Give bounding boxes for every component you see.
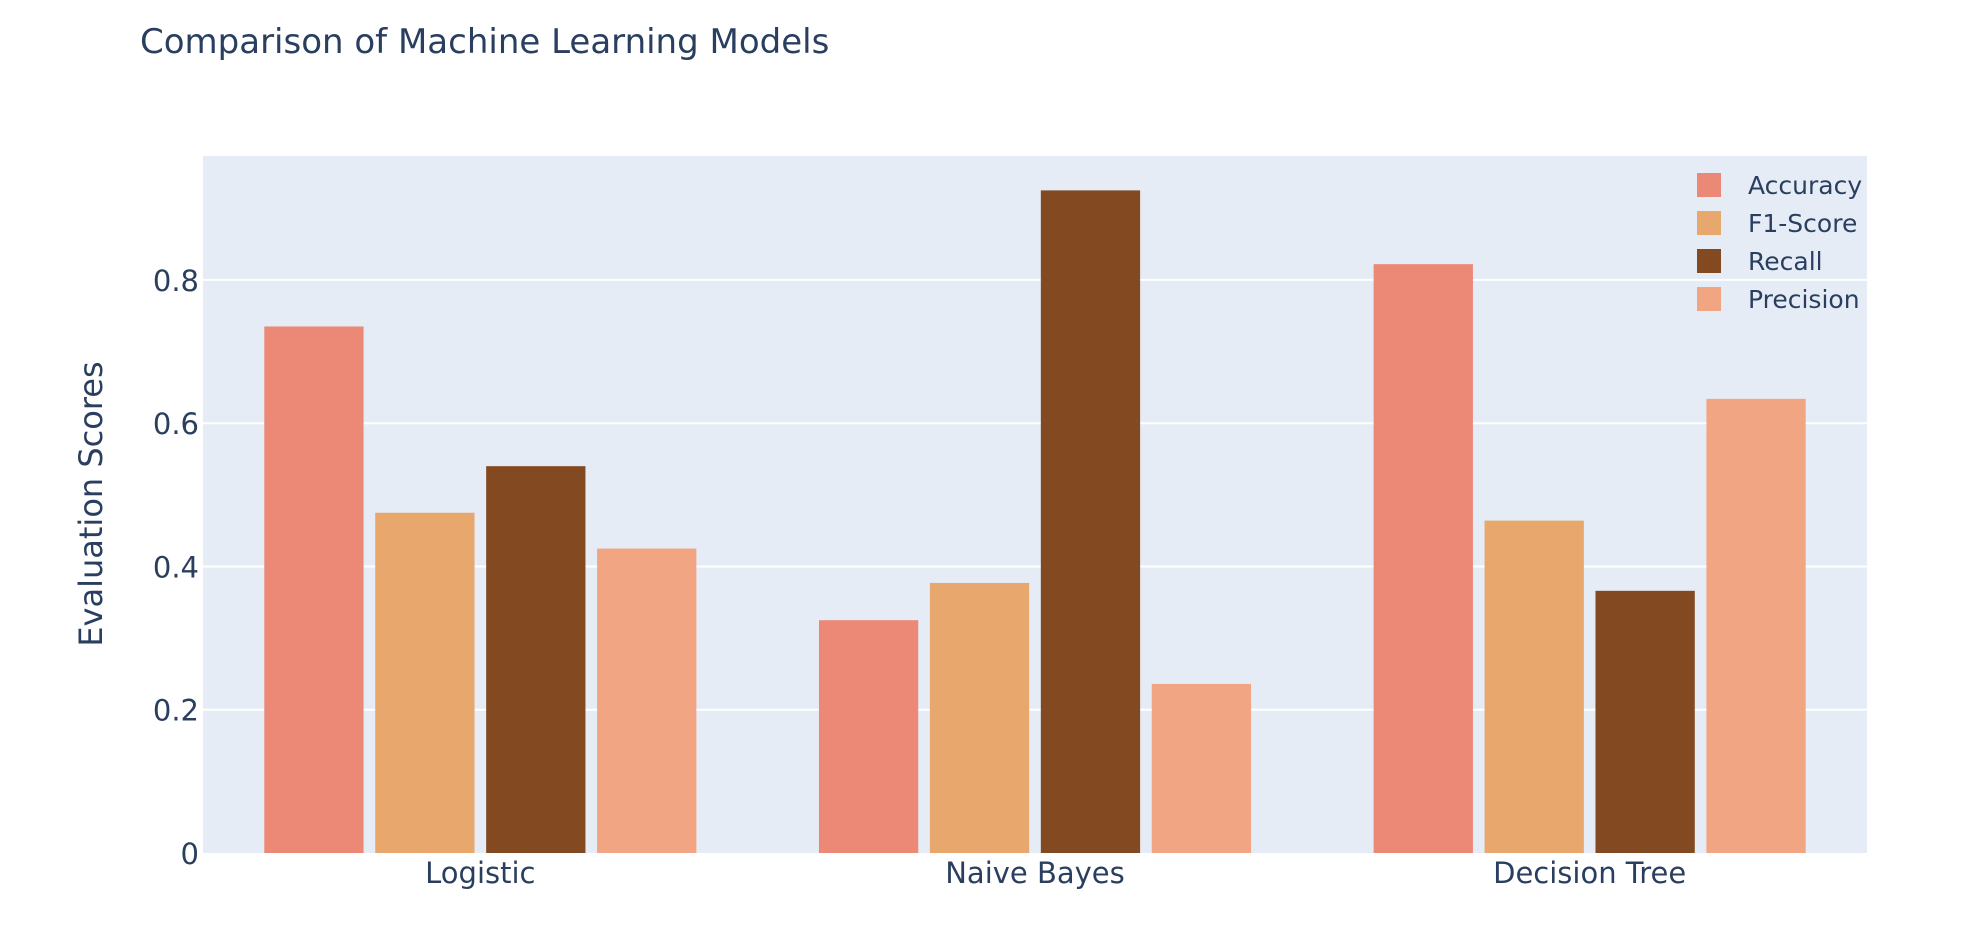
legend-label: F1-Score	[1748, 209, 1857, 238]
y-tick-label: 0.4	[153, 550, 199, 584]
y-tick-label: 0.8	[153, 264, 199, 298]
legend-swatch	[1697, 211, 1721, 235]
y-axis-label: Evaluation Scores	[72, 361, 110, 646]
legend-item[interactable]: Precision	[1697, 285, 1860, 314]
bar-f1-score-0[interactable]	[375, 512, 475, 853]
plot-area	[203, 156, 1867, 853]
x-axis-ticks: Logistic Naive Bayes Decision Tree	[425, 856, 1686, 890]
chart-title: Comparison of Machine Learning Models	[140, 22, 830, 62]
bar-accuracy-1[interactable]	[818, 620, 919, 853]
y-tick-label: 0.6	[153, 407, 199, 441]
bar-recall-2[interactable]	[1595, 590, 1695, 853]
legend-item[interactable]: Accuracy	[1697, 171, 1862, 200]
legend-swatch	[1697, 249, 1721, 273]
legend-label: Precision	[1748, 285, 1860, 314]
bar-precision-2[interactable]	[1706, 398, 1806, 853]
legend-swatch	[1697, 287, 1721, 311]
legend-swatch	[1697, 173, 1721, 197]
bar-recall-0[interactable]	[486, 466, 586, 853]
bar-accuracy-2[interactable]	[1373, 264, 1473, 854]
bar-recall-1[interactable]	[1040, 190, 1141, 853]
bar-precision-1[interactable]	[1151, 683, 1252, 853]
x-tick-label: Decision Tree	[1493, 856, 1686, 890]
y-axis-ticks: 0 0.2 0.4 0.6 0.8	[153, 264, 199, 871]
bars	[264, 190, 1806, 854]
bar-precision-0[interactable]	[597, 548, 697, 853]
legend-item[interactable]: F1-Score	[1697, 209, 1857, 238]
legend[interactable]: Accuracy F1-Score Recall Precision	[1697, 171, 1862, 314]
x-tick-label: Naive Bayes	[945, 856, 1125, 890]
legend-item[interactable]: Recall	[1697, 247, 1823, 276]
bar-f1-score-2[interactable]	[1484, 520, 1584, 853]
y-tick-label: 0	[181, 837, 199, 871]
x-tick-label: Logistic	[425, 856, 535, 890]
y-tick-label: 0.2	[153, 694, 199, 728]
bar-f1-score-1[interactable]	[929, 582, 1030, 853]
gridlines	[203, 278, 1867, 711]
legend-label: Recall	[1748, 247, 1823, 276]
bar-accuracy-0[interactable]	[264, 326, 364, 853]
legend-label: Accuracy	[1748, 171, 1862, 200]
